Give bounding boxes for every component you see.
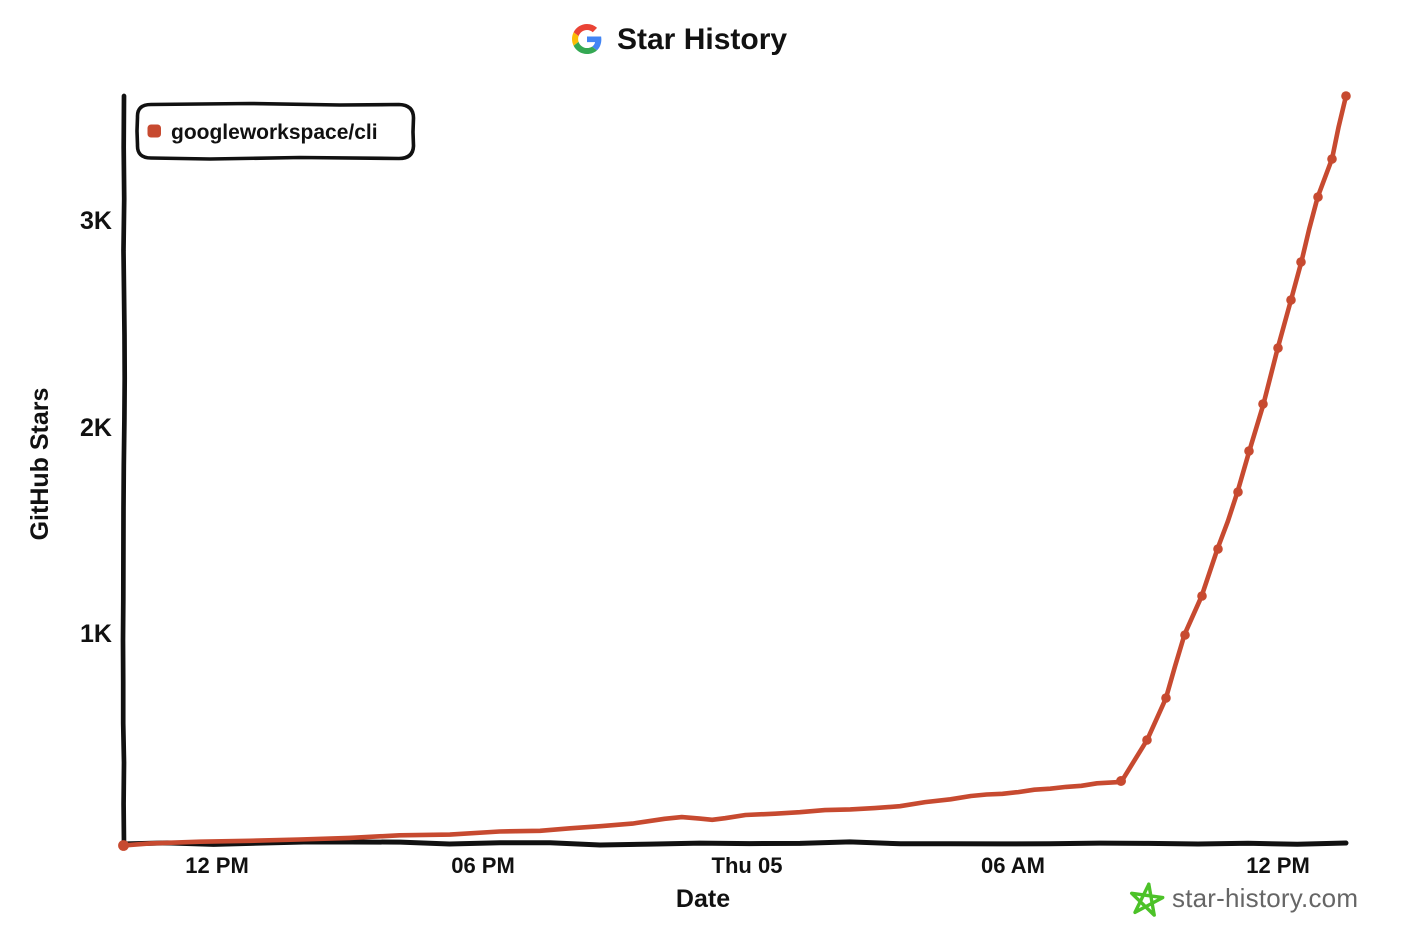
svg-text:06 PM: 06 PM bbox=[451, 853, 515, 878]
svg-text:06 AM: 06 AM bbox=[981, 853, 1045, 878]
svg-text:star-history.com: star-history.com bbox=[1172, 883, 1358, 913]
svg-text:googleworkspace/cli: googleworkspace/cli bbox=[171, 121, 378, 144]
svg-text:Star History: Star History bbox=[617, 23, 787, 56]
svg-text:12 PM: 12 PM bbox=[185, 853, 249, 878]
svg-text:3K: 3K bbox=[80, 207, 112, 235]
svg-text:2K: 2K bbox=[80, 414, 112, 442]
svg-text:GitHub Stars: GitHub Stars bbox=[26, 388, 54, 541]
svg-text:12 PM: 12 PM bbox=[1246, 853, 1310, 878]
svg-text:1K: 1K bbox=[80, 620, 112, 648]
svg-text:Thu 05: Thu 05 bbox=[712, 853, 783, 878]
svg-text:Date: Date bbox=[676, 885, 730, 913]
